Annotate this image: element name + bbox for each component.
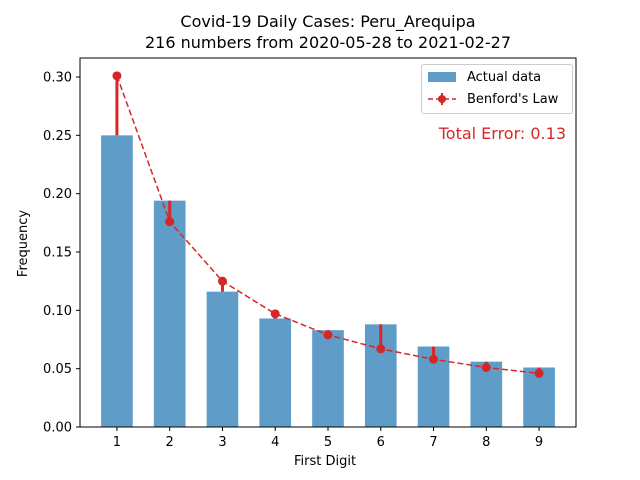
benford-point-digit-1 (112, 71, 122, 81)
bar-digit-3 (206, 291, 239, 427)
total-error-annotation: Total Error: 0.13 (438, 124, 566, 143)
bar-digit-1 (101, 135, 133, 428)
legend-item-benford: Benford's Law (422, 90, 572, 110)
benford-point-digit-9 (534, 368, 544, 378)
y-tick-label-0.25: 0.25 (43, 129, 72, 144)
legend-item-actual: Actual data (422, 68, 572, 88)
legend-line-swatch (428, 93, 456, 105)
benford-point-digit-2 (165, 217, 175, 227)
x-tick-label-8: 8 (482, 435, 490, 450)
x-tick-label-2: 2 (166, 435, 174, 450)
bar-digit-2 (153, 200, 186, 427)
benford-point-digit-7 (429, 354, 439, 364)
benford-point-digit-5 (323, 330, 333, 340)
x-tick-label-5: 5 (324, 435, 332, 450)
x-tick-label-3: 3 (218, 435, 226, 450)
x-tick-label-7: 7 (429, 435, 437, 450)
benford-point-digit-6 (376, 344, 386, 354)
x-tick-label-1: 1 (113, 435, 121, 450)
y-tick-label-0.10: 0.10 (43, 304, 72, 319)
bar-digit-5 (312, 330, 344, 427)
y-tick-label-0.30: 0.30 (43, 71, 72, 86)
benford-point-digit-8 (481, 363, 491, 372)
legend-label-benford: Benford's Law (467, 92, 559, 107)
x-tick-label-4: 4 (271, 435, 279, 450)
chart-subtitle: 216 numbers from 2020-05-28 to 2021-02-2… (144, 33, 511, 52)
y-tick-label-0.20: 0.20 (43, 187, 72, 202)
benford-point-digit-4 (270, 309, 280, 319)
benford-point-digit-3 (217, 276, 227, 286)
chart-title: Covid-19 Daily Cases: Peru_Arequipa (180, 12, 476, 31)
y-axis-label: Frequency (16, 209, 32, 278)
x-tick-label-9: 9 (535, 435, 543, 450)
y-tick-label-0.15: 0.15 (43, 246, 72, 261)
legend-bar-swatch (428, 72, 456, 82)
y-tick-label-0.00: 0.00 (43, 421, 72, 436)
bar-digit-8 (470, 361, 503, 427)
legend: Actual data Benford's Law (421, 64, 573, 114)
y-tick-label-0.05: 0.05 (43, 362, 72, 377)
x-axis-label: First Digit (294, 454, 357, 469)
legend-label-actual: Actual data (467, 70, 542, 85)
bar-digit-4 (259, 318, 292, 427)
x-tick-label-6: 6 (377, 435, 385, 450)
